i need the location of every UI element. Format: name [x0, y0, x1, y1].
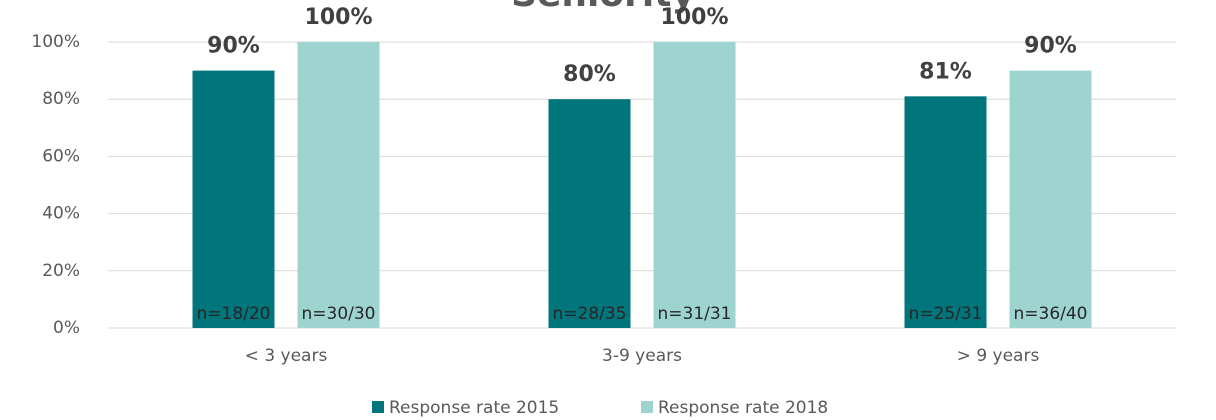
- x-tick-label: 3-9 years: [602, 346, 682, 366]
- sample-label: n=30/30: [301, 304, 375, 324]
- y-tick-label: 60%: [42, 146, 80, 166]
- x-tick-label: > 9 years: [957, 346, 1040, 366]
- sample-label: n=18/20: [196, 304, 270, 324]
- value-label: 100%: [305, 5, 373, 30]
- chart-title: Seniority: [511, 0, 695, 15]
- bar: [904, 96, 987, 328]
- legend-swatch: [372, 401, 384, 413]
- value-label: 80%: [563, 62, 616, 87]
- y-tick-label: 20%: [42, 261, 80, 281]
- bar: [653, 42, 736, 328]
- bar: [1009, 70, 1092, 328]
- y-tick-label: 80%: [42, 89, 80, 109]
- sample-label: n=28/35: [552, 304, 626, 324]
- y-tick-label: 40%: [42, 204, 80, 224]
- bar: [548, 99, 631, 328]
- y-tick-label: 100%: [31, 32, 80, 52]
- value-label: 90%: [1024, 34, 1077, 59]
- bar: [192, 70, 275, 328]
- sample-label: n=36/40: [1013, 304, 1087, 324]
- value-label: 90%: [207, 34, 260, 59]
- value-label: 100%: [661, 5, 729, 30]
- legend-swatch: [641, 401, 653, 413]
- legend-label: Response rate 2015: [389, 398, 559, 418]
- bar: [297, 42, 380, 328]
- sample-label: n=25/31: [908, 304, 982, 324]
- value-label: 81%: [919, 59, 972, 84]
- sample-label: n=31/31: [657, 304, 731, 324]
- legend-label: Response rate 2018: [658, 398, 828, 418]
- y-tick-label: 0%: [53, 318, 80, 338]
- x-tick-label: < 3 years: [245, 346, 328, 366]
